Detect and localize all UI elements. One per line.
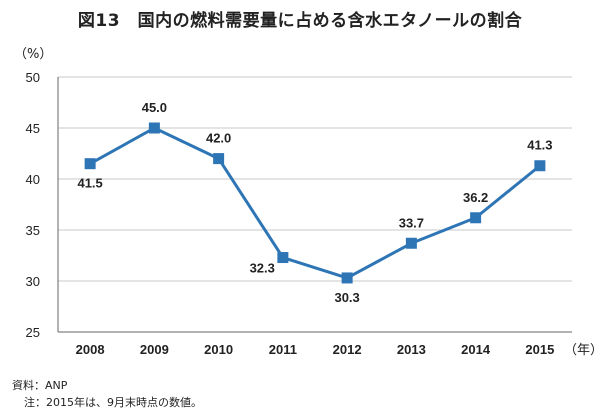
y-tick-label-50: 50 <box>26 70 40 85</box>
x-tick-label-2011: 2011 <box>269 342 297 357</box>
y-tick-label-35: 35 <box>26 223 40 238</box>
data-point-2015 <box>534 160 546 172</box>
data-point-2012 <box>341 272 353 284</box>
chart-title: 図13 国内の燃料需要量に占める含水エタノールの割合 <box>77 11 523 31</box>
x-unit-label: （年） <box>564 343 600 358</box>
y-tick-label-25: 25 <box>26 325 40 340</box>
data-label-2009: 45.0 <box>142 100 167 115</box>
data-point-2014 <box>470 212 482 224</box>
y-tick-label-30: 30 <box>26 274 40 289</box>
data-point-2011 <box>277 252 289 264</box>
data-point-2010 <box>213 153 225 165</box>
footnote: 注：2015年は、9月末時点の数値。 <box>24 396 202 409</box>
data-label-2010: 42.0 <box>206 131 231 146</box>
x-tick-label-2013: 2013 <box>397 342 426 357</box>
data-point-2013 <box>405 237 417 249</box>
series-line-0 <box>89 126 541 280</box>
source-note: 資料：ANP <box>12 379 68 392</box>
data-label-2013: 33.7 <box>399 215 424 230</box>
y-tick-label-40: 40 <box>26 172 40 187</box>
x-tick-label-2008: 2008 <box>76 342 105 357</box>
x-tick-label-2010: 2010 <box>204 342 233 357</box>
x-tick-label-2009: 2009 <box>140 342 169 357</box>
x-tick-label-2014: 2014 <box>461 342 491 357</box>
data-label-2012: 30.3 <box>334 290 359 305</box>
data-label-2008: 41.5 <box>77 176 102 191</box>
y-unit-label: （%） <box>14 47 52 62</box>
data-label-2011: 32.3 <box>250 261 275 276</box>
data-label-2015: 41.3 <box>527 138 552 153</box>
data-label-2014: 36.2 <box>463 190 488 205</box>
data-point-2009 <box>148 122 160 134</box>
data-point-2008 <box>84 158 96 170</box>
x-tick-label-2015: 2015 <box>525 342 554 357</box>
y-tick-label-45: 45 <box>26 121 40 136</box>
x-tick-label-2012: 2012 <box>333 342 362 357</box>
